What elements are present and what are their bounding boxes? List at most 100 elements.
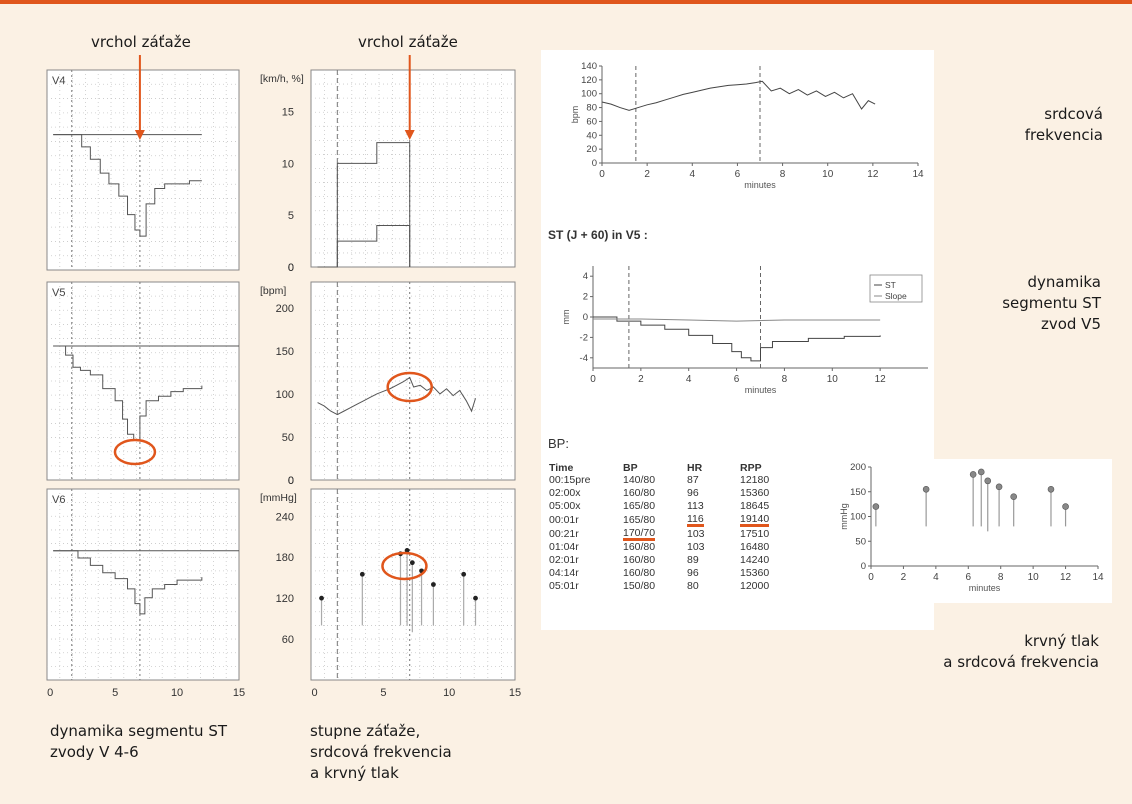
st_v5-lead-label: V5 [52, 287, 65, 299]
highlighted-value: 170/70 [623, 526, 656, 541]
table-cell: 103 [687, 541, 705, 554]
x-tick-label: 12 [1060, 572, 1072, 583]
st_v5-st-series [53, 345, 203, 441]
x-tick-label: 5 [112, 687, 118, 699]
blood-pressure-unit-label: [mmHg] [260, 492, 297, 504]
caption-st-leads: dynamika segmentu ST zvody V 4-6 [50, 721, 227, 763]
bp-point [319, 595, 324, 601]
y-tick-label: 50 [282, 432, 294, 444]
table-row: 01:04r 160/80 103 16480 [549, 541, 800, 554]
bp-point [473, 595, 478, 601]
hr-trend-y-axis-label: bpm [570, 106, 580, 124]
table-cell: 80 [687, 579, 699, 592]
y-tick-label: 150 [276, 346, 294, 358]
bp-trend-point [969, 471, 977, 478]
table-row: 00:01r 165/80 116 19140 [549, 513, 800, 527]
y-tick-label: 60 [282, 634, 294, 646]
table-cell: 160/80 [623, 566, 656, 579]
table-row: 02:00x 160/80 96 15360 [549, 487, 800, 500]
y-tick-label: 200 [276, 303, 294, 315]
y-tick-label: 50 [855, 536, 866, 547]
x-tick-label: 10 [827, 374, 839, 385]
treadmill-grade-series [317, 225, 411, 268]
table-row: 05:00x 165/80 113 18645 [549, 500, 800, 513]
x-tick-label: 0 [590, 374, 596, 385]
x-tick-label: 14 [912, 169, 924, 180]
x-tick-label: 0 [868, 572, 874, 583]
blood-pressure-panel [310, 488, 516, 681]
y-tick-label: 4 [583, 271, 588, 282]
bp-table-body: 00:15pre 140/80 87 12180 02:00x 160/80 96 15360… [549, 474, 800, 592]
table-cell: 12000 [740, 579, 770, 592]
y-tick-label: 100 [850, 512, 866, 523]
y-tick-label: 20 [586, 144, 597, 155]
st-trend-st-series [593, 316, 881, 362]
x-tick-label: 6 [735, 169, 741, 180]
x-tick-label: 5 [380, 687, 386, 699]
y-tick-label: -4 [580, 353, 588, 364]
y-tick-label: 180 [276, 552, 294, 564]
x-tick-label: 15 [509, 687, 521, 699]
table-cell: 19140 [740, 513, 800, 527]
y-tick-label: 0 [861, 561, 866, 572]
table-cell: 170/70 [623, 527, 687, 541]
table-cell: 00:15pre [549, 474, 591, 487]
table-cell: 05:01r [549, 579, 579, 592]
table-cell: 02:01r [549, 554, 579, 566]
bp-trend-point [872, 503, 880, 510]
heart-rate-panel [310, 281, 516, 481]
bp-trend-point [1062, 503, 1069, 510]
bp-point [404, 547, 410, 553]
table-cell: 14240 [740, 554, 770, 566]
table-cell: 116 [687, 513, 740, 527]
table-row: 00:15pre 140/80 87 12180 [549, 474, 800, 487]
bp-point [409, 560, 415, 566]
st-trend-x-axis-label: minutes [745, 385, 777, 395]
x-tick-label: 2 [638, 374, 644, 385]
caption-line: a krvný tlak [310, 764, 399, 782]
heart-rate-unit-label: [bpm] [260, 285, 286, 297]
caption-line: srdcová frekvencia [310, 743, 452, 761]
x-tick-label: 10 [171, 687, 183, 699]
top-accent-bar [0, 0, 1132, 4]
hr-trend-x-axis-label: minutes [744, 180, 776, 190]
table-cell: 89 [687, 554, 699, 566]
x-tick-label: 6 [966, 572, 972, 583]
bp-trend-point [1010, 493, 1017, 501]
y-tick-label: 10 [282, 158, 294, 170]
bp-section-title: BP: [548, 436, 569, 451]
x-tick-label: 0 [312, 687, 318, 699]
x-tick-label: 2 [901, 572, 907, 583]
table-cell: 113 [687, 500, 704, 513]
table-cell: 01:04r [549, 541, 579, 554]
st_v5-grid [47, 282, 239, 480]
table-cell: 00:01r [549, 513, 579, 526]
bp-table-header: HR [687, 461, 703, 474]
y-tick-label: 15 [282, 106, 294, 118]
y-tick-label: 120 [276, 593, 294, 605]
table-cell: 15360 [740, 487, 770, 500]
st_v6-lead-label: V6 [52, 494, 65, 506]
x-tick-label: 10 [443, 687, 455, 699]
table-cell: 18645 [740, 500, 770, 513]
highlight-ellipse-hr [386, 371, 433, 403]
legend-entry-slope: Slope [885, 291, 907, 301]
bp-table-header: RPP [740, 461, 762, 474]
y-tick-label: -2 [580, 332, 588, 343]
x-tick-label: 0 [47, 687, 53, 699]
arrow-head [134, 130, 145, 140]
peak-arrow-middle [404, 55, 415, 140]
y-tick-label: 100 [581, 89, 597, 100]
table-row: 05:01r 150/80 80 12000 [549, 579, 800, 592]
heart-rate-series [317, 376, 476, 416]
y-tick-label: 2 [583, 292, 588, 303]
y-tick-label: 80 [586, 103, 597, 114]
bp-trend-y-axis-label: mmHg [839, 503, 849, 530]
st-trend-slope-series [593, 318, 881, 322]
legend-entry-st: ST [885, 280, 896, 290]
caption-bp: krvný tlak a srdcová frekvencia [943, 631, 1099, 673]
bp-trend-x-axis-label: minutes [969, 583, 1001, 593]
bp-table-header: Time [549, 461, 574, 474]
y-tick-label: 120 [581, 75, 597, 86]
